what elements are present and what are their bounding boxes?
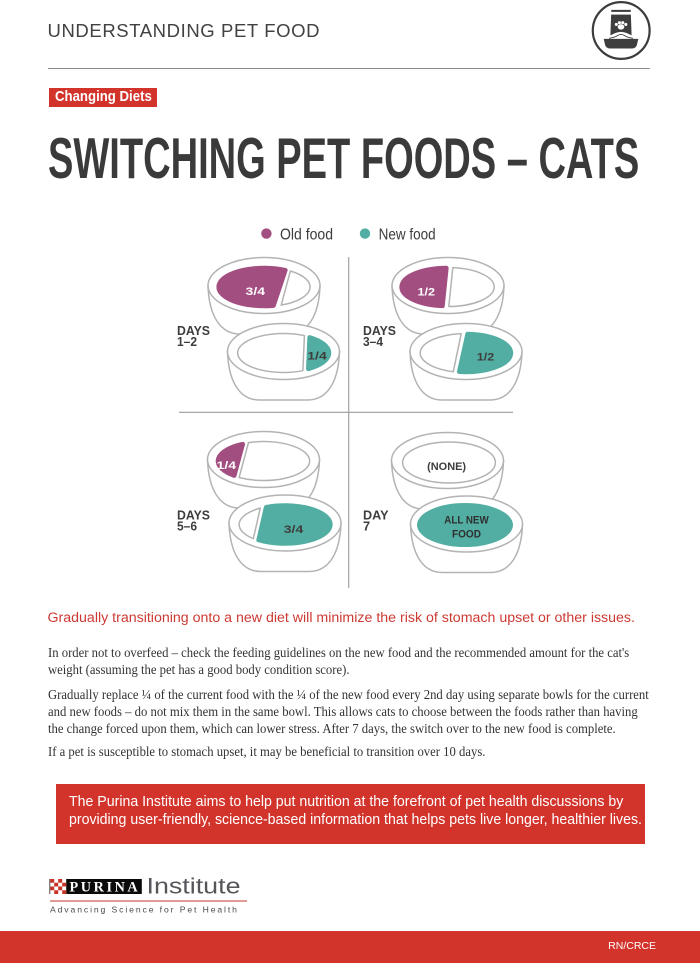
svg-text:1/2: 1/2 <box>418 287 436 299</box>
svg-text:1–2: 1–2 <box>177 334 197 349</box>
svg-text:DAY: DAY <box>363 507 389 522</box>
svg-text:3–4: 3–4 <box>363 334 384 349</box>
svg-text:Advancing Science for Pet Heal: Advancing Science for Pet Health <box>50 905 239 915</box>
svg-text:FOOD: FOOD <box>452 528 481 540</box>
svg-text:New food: New food <box>379 227 436 244</box>
svg-text:3/4: 3/4 <box>284 524 304 536</box>
svg-text:3/4: 3/4 <box>246 286 266 298</box>
svg-text:1/4: 1/4 <box>217 460 237 472</box>
svg-text:DAYS: DAYS <box>363 323 396 338</box>
svg-text:ALL NEW: ALL NEW <box>444 514 489 526</box>
svg-text:1/4: 1/4 <box>307 351 327 363</box>
svg-text:7: 7 <box>363 518 370 533</box>
svg-text:1/2: 1/2 <box>477 351 495 363</box>
svg-text:DAYS: DAYS <box>177 323 210 338</box>
svg-text:PURINA: PURINA <box>70 879 141 895</box>
svg-text:(NONE): (NONE) <box>427 461 466 473</box>
svg-text:Institute: Institute <box>147 874 241 898</box>
svg-text:5–6: 5–6 <box>177 518 197 533</box>
svg-text:DAYS: DAYS <box>177 507 210 522</box>
svg-text:Old food: Old food <box>280 227 333 244</box>
